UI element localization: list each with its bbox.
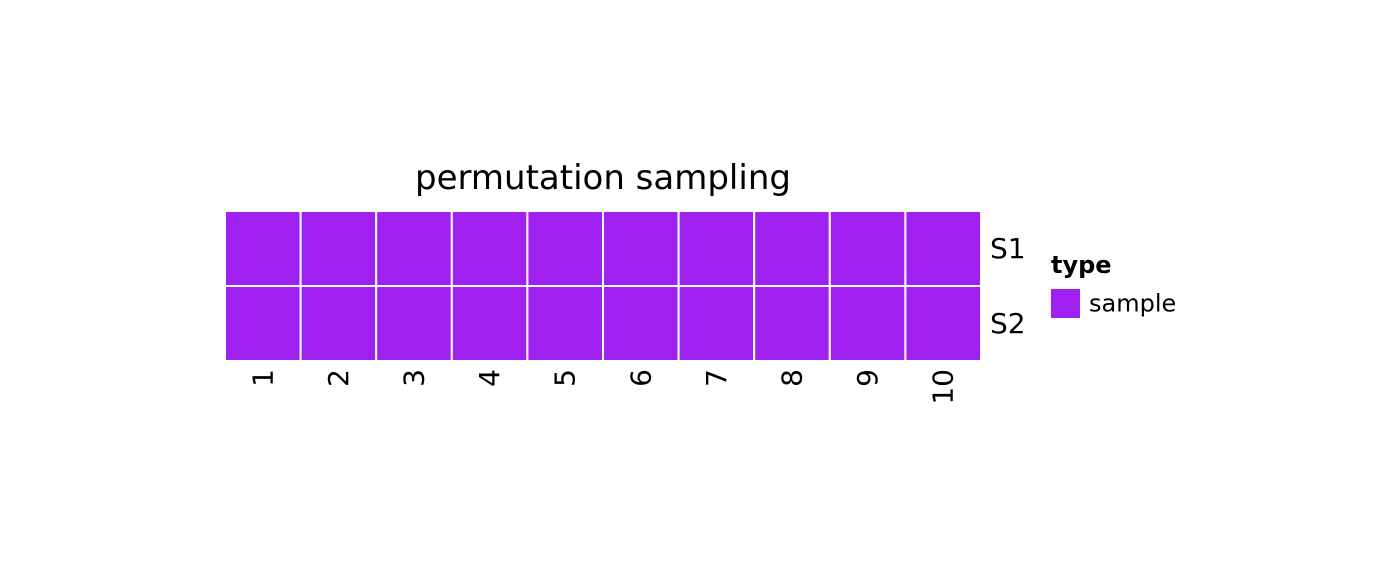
- x-tick-label: 7: [700, 369, 733, 387]
- y-tick-label: S2: [990, 307, 1026, 340]
- heatmap-cell-S1-4: [450, 210, 529, 287]
- heatmap-cell-S2-4: [450, 285, 529, 362]
- legend-label: sample: [1089, 290, 1176, 318]
- heatmap-cell-S2-6: [602, 285, 680, 362]
- heatmap-cell-S1-1: [224, 210, 302, 287]
- x-tick-label: 9: [851, 369, 884, 387]
- y-tick-labels: S1 S2: [990, 232, 1026, 340]
- heatmap-cell-S1-10: [904, 210, 983, 287]
- x-tick-label: 5: [549, 369, 582, 387]
- x-tick-label: 10: [927, 369, 960, 405]
- heatmap-cell-S1-5: [526, 210, 605, 287]
- x-tick-label: 8: [776, 369, 809, 387]
- heatmap-cell-S2-10: [904, 285, 983, 362]
- heatmap-cell-S2-5: [526, 285, 605, 362]
- legend-title: type: [1051, 251, 1112, 279]
- heatmap-cell-S1-3: [375, 210, 453, 287]
- chart-title: permutation sampling: [415, 158, 791, 198]
- x-tick-labels: 1 2 3 4 5 6 7 8 9 10: [246, 369, 959, 405]
- legend-entries: sample: [1051, 289, 1176, 318]
- legend: type sample: [1051, 251, 1176, 318]
- heatmap-cell-S2-9: [828, 285, 907, 362]
- heatmap-cell-S1-7: [677, 210, 756, 287]
- heatmap-cell-S2-1: [224, 285, 302, 362]
- heatmap-cell-S2-2: [299, 285, 378, 362]
- heatmap-cell-S1-2: [299, 210, 378, 287]
- heatmap-cell-S2-7: [677, 285, 756, 362]
- heatmap-cell-S1-9: [828, 210, 907, 287]
- heatmap-cells: [224, 210, 983, 362]
- heatmap-cell-S1-8: [753, 210, 831, 287]
- x-tick-label: 1: [246, 369, 279, 387]
- heatmap-cell-S1-6: [602, 210, 680, 287]
- heatmap-cell-S2-3: [375, 285, 453, 362]
- y-tick-label: S1: [990, 232, 1026, 265]
- x-tick-label: 6: [624, 369, 657, 387]
- legend-swatch: [1051, 289, 1080, 318]
- x-tick-label: 2: [322, 369, 355, 387]
- heatmap-cell-S2-8: [753, 285, 831, 362]
- x-tick-label: 3: [398, 369, 431, 387]
- x-tick-label: 4: [473, 369, 506, 387]
